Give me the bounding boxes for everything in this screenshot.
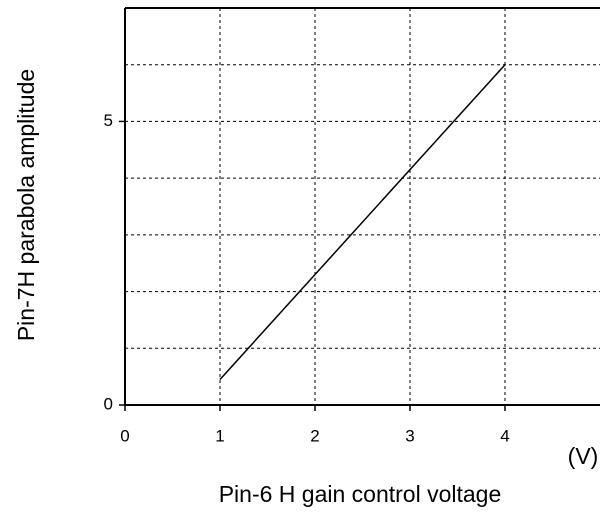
x-tick-label: 3 [405, 426, 414, 445]
x-tick-label: 2 [310, 426, 319, 445]
x-tick-label: 0 [120, 426, 129, 445]
x-tick-label: 1 [215, 426, 224, 445]
x-unit: (V) [568, 443, 599, 469]
x-tick-label: 4 [500, 426, 509, 445]
x-axis-label: Pin-6 H gain control voltage [219, 481, 502, 507]
y-axis-label: Pin-7H parabola amplitude [13, 69, 39, 341]
y-tick-label: 5 [104, 111, 113, 130]
y-tick-label: 0 [104, 394, 113, 413]
line-series [219, 64, 506, 380]
